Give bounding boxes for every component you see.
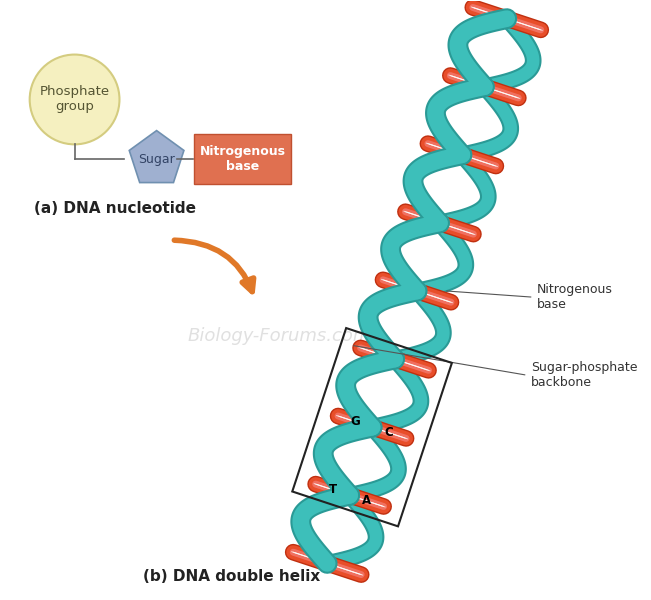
Text: G: G	[351, 415, 361, 428]
Text: (a) DNA nucleotide: (a) DNA nucleotide	[34, 201, 196, 216]
Text: Nitrogenous
base: Nitrogenous base	[536, 283, 613, 311]
Text: Sugar-phosphate
backbone: Sugar-phosphate backbone	[531, 361, 637, 389]
Text: C: C	[384, 426, 393, 439]
Text: Sugar: Sugar	[138, 153, 175, 166]
Circle shape	[30, 55, 120, 145]
FancyBboxPatch shape	[194, 134, 291, 184]
Text: Phosphate
group: Phosphate group	[40, 85, 109, 113]
Polygon shape	[130, 131, 184, 182]
Text: A: A	[362, 494, 371, 507]
Text: T: T	[329, 484, 337, 496]
Text: Nitrogenous
base: Nitrogenous base	[199, 145, 286, 173]
Text: Biology-Forums.com: Biology-Forums.com	[187, 327, 371, 345]
Text: (b) DNA double helix: (b) DNA double helix	[143, 569, 320, 584]
FancyArrowPatch shape	[174, 240, 254, 292]
